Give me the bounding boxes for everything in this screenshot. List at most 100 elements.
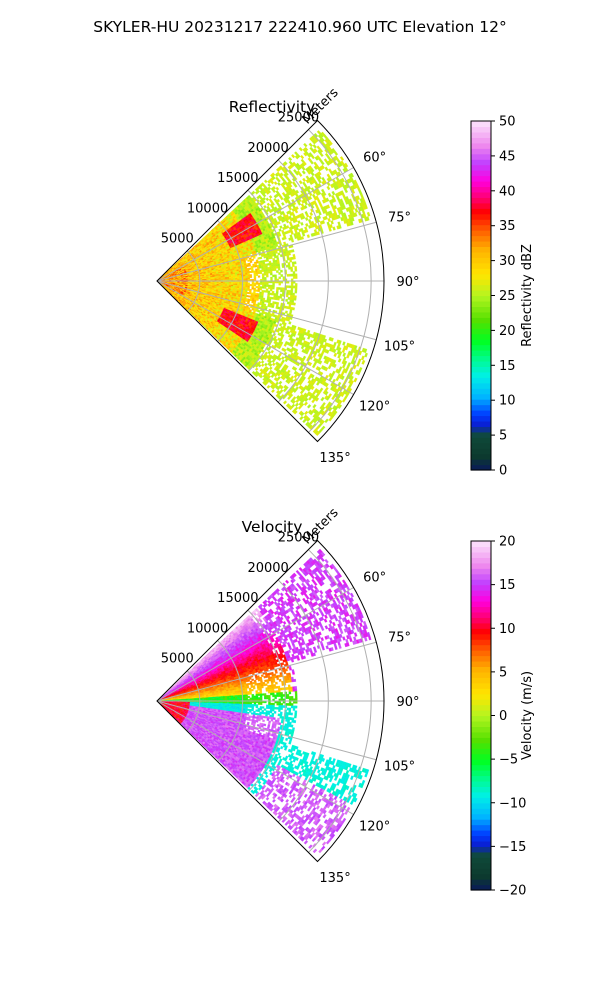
- radar-cell: [233, 282, 236, 284]
- radar-cell: [246, 295, 249, 298]
- radar-cell: [273, 268, 277, 271]
- radar-cell: [257, 286, 261, 289]
- radar-cell: [264, 277, 267, 280]
- radar-cell: [245, 272, 248, 275]
- radar-cell: [255, 282, 259, 285]
- radar-cell: [247, 274, 250, 277]
- radar-cell: [239, 285, 242, 288]
- radar-cell: [268, 286, 271, 290]
- radar-cell: [261, 273, 265, 276]
- radar-cell: [253, 284, 257, 287]
- radar-cell: [243, 286, 246, 289]
- radar-cell: [261, 269, 265, 272]
- radar-cell: [257, 282, 261, 285]
- radar-cell: [253, 282, 257, 285]
- radar-cell: [259, 282, 263, 285]
- radar-cell: [266, 275, 269, 278]
- radar-cell: [244, 258, 248, 261]
- radar-cell: [245, 282, 248, 285]
- radar-cell: [254, 265, 258, 268]
- radar-cell: [248, 267, 252, 270]
- radar-cell: [245, 276, 248, 279]
- radar-cell: [257, 309, 261, 313]
- radar-cell: [253, 277, 257, 280]
- radar-cell: [275, 291, 279, 294]
- radar-cell: [249, 284, 253, 287]
- radar-cell: [257, 271, 261, 275]
- radar-cell: [224, 278, 228, 280]
- radar-cell: [239, 274, 242, 277]
- radar-cell: [269, 270, 273, 274]
- radar-cell: [253, 287, 256, 290]
- radar-cell: [271, 292, 275, 296]
- radar-cell: [264, 284, 267, 287]
- radar-cell: [263, 271, 267, 274]
- radar-cell: [243, 282, 246, 285]
- radar-cell: [265, 267, 268, 270]
- radar-cell: [270, 284, 273, 288]
- radar-cell: [274, 276, 277, 280]
- radar-cell: [249, 274, 252, 277]
- radar-cell: [233, 276, 236, 279]
- reflectivity-panel: Reflectivity 50001000015000200002500060°…: [156, 85, 535, 479]
- radar-cell: [247, 277, 250, 280]
- radar-cell: [272, 286, 275, 290]
- radar-cell: [247, 284, 250, 287]
- reflectivity-plot-area: 50001000015000200002500060°75°90°105°120…: [156, 85, 420, 466]
- radar-cell: [218, 278, 222, 281]
- radar-cell: [273, 266, 277, 269]
- radar-cell: [237, 277, 240, 280]
- radar-cell: [271, 305, 275, 309]
- radar-cell: [243, 274, 246, 277]
- radar-cell: [275, 293, 279, 296]
- radar-cell: [248, 292, 252, 295]
- radar-cell: [271, 266, 275, 270]
- radar-cell: [257, 275, 261, 278]
- radar-cell: [272, 284, 275, 288]
- radar-cell: [218, 277, 222, 279]
- radar-cell: [259, 271, 263, 274]
- radar-cell: [256, 298, 259, 301]
- radar-cell: [249, 260, 253, 264]
- radar-cell: [259, 286, 263, 289]
- radar-cell: [248, 264, 251, 267]
- radar-cell: [276, 270, 279, 273]
- radar-cell: [270, 286, 273, 290]
- radar-cell: [253, 273, 257, 277]
- radar-cell: [218, 281, 222, 284]
- radar-cell: [251, 284, 255, 287]
- radar-cell: [243, 271, 246, 274]
- radar-cell: [269, 292, 273, 296]
- radar-cell: [267, 268, 271, 272]
- radar-cell: [245, 277, 248, 280]
- radar-cell: [214, 278, 217, 281]
- radar-cell: [265, 273, 269, 276]
- radar-cell: [235, 278, 238, 280]
- radar-cell: [275, 295, 278, 299]
- radar-cell: [252, 256, 256, 259]
- radar-cell: [272, 282, 275, 286]
- radar-cell: [259, 288, 263, 291]
- radar-cell: [247, 275, 250, 278]
- radar-cell: [224, 277, 228, 279]
- radar-cell: [266, 284, 269, 287]
- figure-suptitle: SKYLER-HU 20231217 222410.960 UTC Elevat…: [93, 18, 507, 36]
- radar-cell: [276, 289, 279, 292]
- radar-cell: [261, 286, 265, 289]
- radar-cell: [263, 286, 267, 289]
- radar-cell: [266, 259, 269, 262]
- radar-cell: [263, 290, 267, 293]
- radar-cell: [246, 291, 250, 295]
- radar-cell: [275, 263, 278, 267]
- radar-cell: [231, 278, 234, 280]
- radar-cell: [271, 290, 275, 294]
- radar-cell: [257, 284, 261, 287]
- radar-cell: [255, 289, 258, 292]
- radar-cell: [274, 274, 277, 278]
- radar-cell: [243, 277, 246, 280]
- radar-cell: [268, 284, 271, 288]
- radar-cell: [253, 270, 256, 273]
- radar-cell: [237, 275, 240, 277]
- radar-cell: [253, 272, 256, 275]
